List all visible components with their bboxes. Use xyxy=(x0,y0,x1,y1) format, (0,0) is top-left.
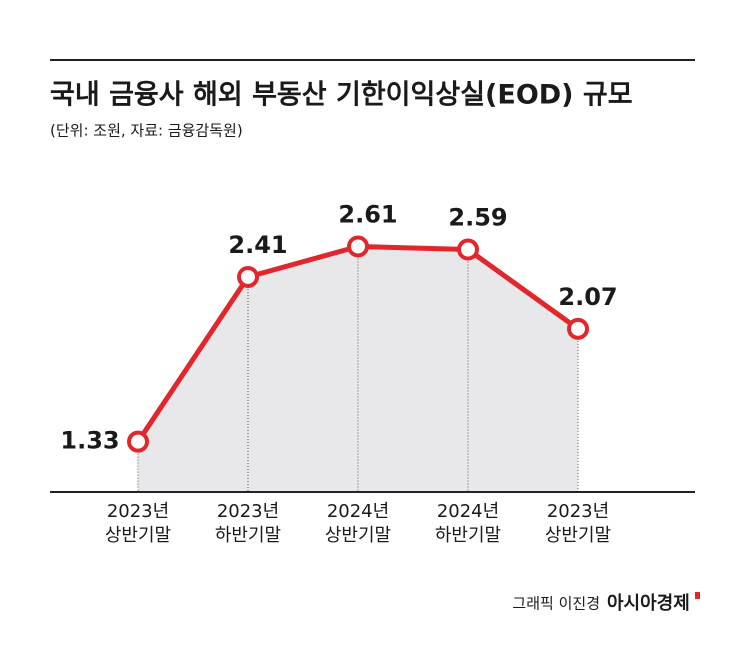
chart-subtitle: (단위: 조원, 자료: 금융감독원) xyxy=(50,122,243,140)
value-label: 1.33 xyxy=(60,427,119,455)
point xyxy=(457,238,479,261)
x-tick-label: 상반기말 xyxy=(105,525,171,546)
x-tick-label: 2023년 xyxy=(547,501,609,522)
x-tick-label: 2024년 xyxy=(437,501,499,522)
x-tick-label: 2023년 xyxy=(107,501,169,522)
point xyxy=(127,430,149,453)
x-tick-label: 2024년 xyxy=(327,501,389,522)
x-tick-label: 2023년 xyxy=(217,501,279,522)
value-label: 2.61 xyxy=(338,200,397,228)
x-tick-label: 하반기말 xyxy=(435,525,501,546)
x-tick-label: 상반기말 xyxy=(325,525,391,546)
value-label: 2.59 xyxy=(448,204,507,232)
x-tick-label: 상반기말 xyxy=(545,525,611,546)
chart-title: 국내 금융사 해외 부동산 기한이익상실(EOD) 규모 xyxy=(50,80,633,111)
point xyxy=(567,317,589,340)
brand: 아시아경제 xyxy=(607,593,690,614)
credit: 그래픽 이진경 xyxy=(512,595,600,613)
value-label: 2.41 xyxy=(228,231,287,259)
point xyxy=(237,265,259,288)
point xyxy=(347,235,369,258)
value-label: 2.07 xyxy=(558,283,617,311)
x-tick-label: 하반기말 xyxy=(215,525,281,546)
brand-icon xyxy=(695,592,700,599)
